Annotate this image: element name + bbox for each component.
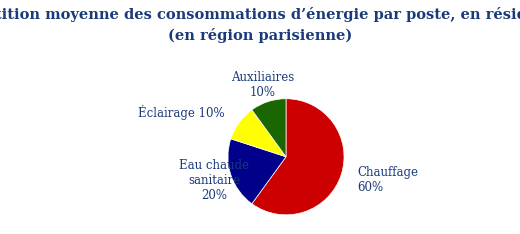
- Text: Chauffage
60%: Chauffage 60%: [358, 166, 419, 194]
- Wedge shape: [231, 110, 286, 157]
- Text: Auxiliaires
10%: Auxiliaires 10%: [231, 71, 294, 99]
- Wedge shape: [252, 99, 286, 157]
- Text: Éclairage 10%: Éclairage 10%: [138, 105, 225, 120]
- Text: Répartition moyenne des consommations d’énergie par poste, en résidentiel
(en ré: Répartition moyenne des consommations d’…: [0, 7, 520, 43]
- Text: Eau chaude
sanitaire
20%: Eau chaude sanitaire 20%: [179, 159, 249, 202]
- Wedge shape: [228, 139, 286, 204]
- Wedge shape: [252, 99, 344, 215]
